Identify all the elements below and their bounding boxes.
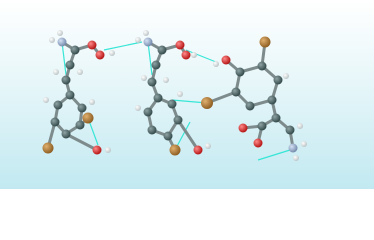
atoms xyxy=(42,30,307,161)
background xyxy=(0,0,374,189)
page xyxy=(0,0,374,189)
molecule-scene xyxy=(0,0,374,189)
